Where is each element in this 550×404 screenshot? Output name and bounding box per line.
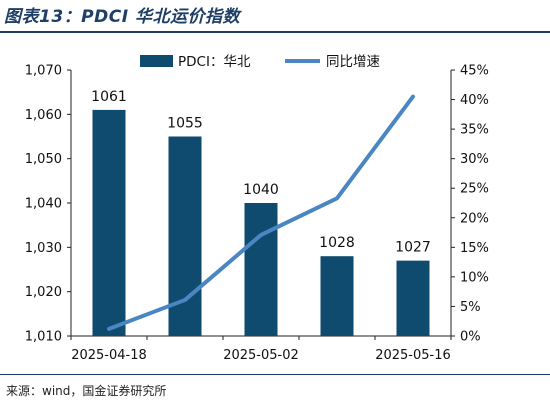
bar-labels: 1061 1055 1040 1028 1027 [91, 89, 431, 256]
legend: PDCI：华北 同比增速 [140, 54, 380, 70]
bar [92, 109, 126, 337]
bar-value-label: 1055 [167, 116, 203, 132]
legend-line-label: 同比增速 [326, 54, 380, 70]
right-axis: 0% 5% 10% 15% 20% 25% 30% 35% 40% 45% [450, 64, 489, 345]
right-tick-label: 25% [460, 182, 489, 197]
right-tick-label: 10% [460, 270, 489, 285]
left-tick-label: 1,070 [25, 64, 62, 79]
bar-value-label: 1040 [243, 182, 279, 198]
x-tick-label: 2025-05-02 [223, 348, 299, 363]
left-tick-label: 1,030 [25, 241, 62, 256]
left-tick-label: 1,020 [25, 285, 62, 300]
title-rule [0, 31, 550, 33]
right-tick-label: 35% [460, 123, 489, 138]
left-tick-label: 1,040 [25, 197, 62, 212]
bars [92, 109, 430, 337]
bottom-rule [0, 374, 550, 375]
right-tick-label: 40% [460, 93, 489, 108]
source-note: 来源：wind，国金证券研究所 [6, 384, 167, 398]
x-tick-label: 2025-04-18 [71, 348, 147, 363]
bar-value-label: 1027 [395, 240, 431, 256]
chart-title: 图表13：PDCI 华北运价指数 [4, 7, 240, 27]
left-tick-label: 1,050 [25, 152, 62, 167]
x-axis: 2025-04-18 2025-05-02 2025-05-16 [70, 335, 452, 363]
legend-bar-label: PDCI：华北 [178, 54, 251, 70]
bar [396, 260, 430, 336]
right-tick-label: 20% [460, 211, 489, 226]
right-tick-label: 0% [460, 330, 481, 345]
legend-bar-swatch [140, 55, 173, 67]
bar-value-label: 1028 [319, 235, 355, 251]
left-axis: 1,010 1,020 1,030 1,040 1,050 1,060 1,070 [25, 64, 72, 345]
chart: 1,010 1,020 1,030 1,040 1,050 1,060 1,070 0% 5%… [25, 54, 489, 363]
left-tick-label: 1,060 [25, 108, 62, 123]
right-tick-label: 5% [460, 300, 481, 315]
yoy-line [107, 94, 415, 331]
left-tick-label: 1,010 [25, 330, 62, 345]
right-tick-label: 30% [460, 152, 489, 167]
bar [320, 256, 354, 336]
bar [244, 203, 278, 336]
bar-value-label: 1061 [91, 89, 127, 105]
yoy-growth-line [107, 94, 415, 331]
right-tick-label: 45% [460, 64, 489, 79]
x-tick-label: 2025-05-16 [375, 348, 451, 363]
right-tick-label: 15% [460, 241, 489, 256]
